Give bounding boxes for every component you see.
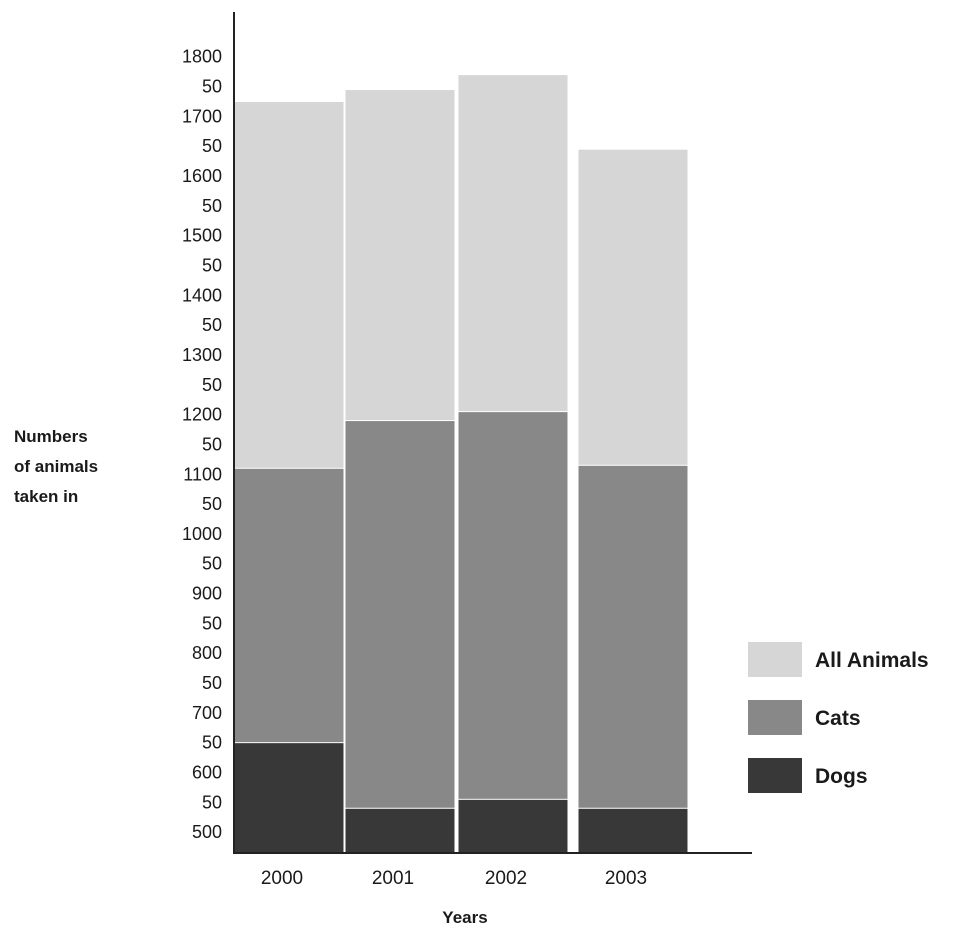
y-tick-label: 50	[202, 673, 222, 693]
x-tick-label-2000: 2000	[261, 868, 303, 889]
y-tick-label: 50	[202, 494, 222, 514]
y-tick-label: 1300	[182, 345, 222, 365]
y-tick-label: 50	[202, 255, 222, 275]
legend-label-all-animals: All Animals	[815, 649, 929, 672]
y-axis-title: Numbers of animals taken in	[14, 427, 103, 506]
y-tick-label: 1200	[182, 405, 222, 425]
y-tick-label: 50	[202, 613, 222, 633]
y-tick-label: 50	[202, 733, 222, 753]
y-tick-label: 50	[202, 375, 222, 395]
y-tick-labels: 500 50 600 50 700 50 800 50 900 50 1000 50 1100 50 120…	[182, 47, 222, 842]
y-tick-label: 800	[192, 643, 222, 663]
y-tick-label: 50	[202, 554, 222, 574]
x-tick-label-2003: 2003	[605, 868, 647, 889]
bar-dogs-2002	[457, 798, 569, 854]
y-tick-label: 700	[192, 703, 222, 723]
y-tick-label: 50	[202, 196, 222, 216]
y-tick-label: 600	[192, 762, 222, 782]
y-tick-label: 50	[202, 315, 222, 335]
bars-layer	[233, 74, 689, 854]
y-tick-label: 1100	[183, 464, 222, 484]
y-tick-label: 1800	[182, 47, 222, 67]
y-tick-label: 50	[202, 792, 222, 812]
legend-label-cats: Cats	[815, 707, 861, 730]
bar-dogs-2000	[233, 742, 345, 854]
bar-dogs-2001	[344, 807, 456, 854]
legend-label-dogs: Dogs	[815, 765, 868, 788]
y-tick-label: 50	[202, 77, 222, 97]
y-tick-label: 500	[192, 822, 222, 842]
x-tick-label-2001: 2001	[372, 868, 414, 889]
y-tick-label: 1400	[182, 285, 222, 305]
y-tick-label: 1000	[182, 524, 222, 544]
legend: All Animals Cats Dogs	[748, 642, 929, 793]
x-tick-label-2002: 2002	[485, 868, 527, 889]
y-axis-title-line-3: taken in	[14, 487, 78, 506]
y-tick-label: 1600	[182, 166, 222, 186]
y-axis-title-line-1: Numbers	[14, 427, 88, 446]
legend-swatch-cats	[748, 700, 802, 735]
y-axis-title-line-2: of animals	[14, 457, 98, 476]
bar-cats-2001	[344, 420, 456, 854]
bar-cats-2002	[457, 411, 569, 854]
legend-swatch-dogs	[748, 758, 802, 793]
y-tick-label: 50	[202, 136, 222, 156]
y-tick-label: 1500	[182, 226, 222, 246]
y-tick-label: 1700	[182, 106, 222, 126]
legend-swatch-all-animals	[748, 642, 802, 677]
x-axis-title: Years	[442, 908, 487, 927]
bar-dogs-2003	[577, 807, 689, 854]
bar-cats-2003	[577, 464, 689, 854]
y-tick-label: 50	[202, 434, 222, 454]
y-tick-label: 900	[192, 584, 222, 604]
x-tick-labels: 2000 2001 2002 2003	[261, 868, 647, 889]
